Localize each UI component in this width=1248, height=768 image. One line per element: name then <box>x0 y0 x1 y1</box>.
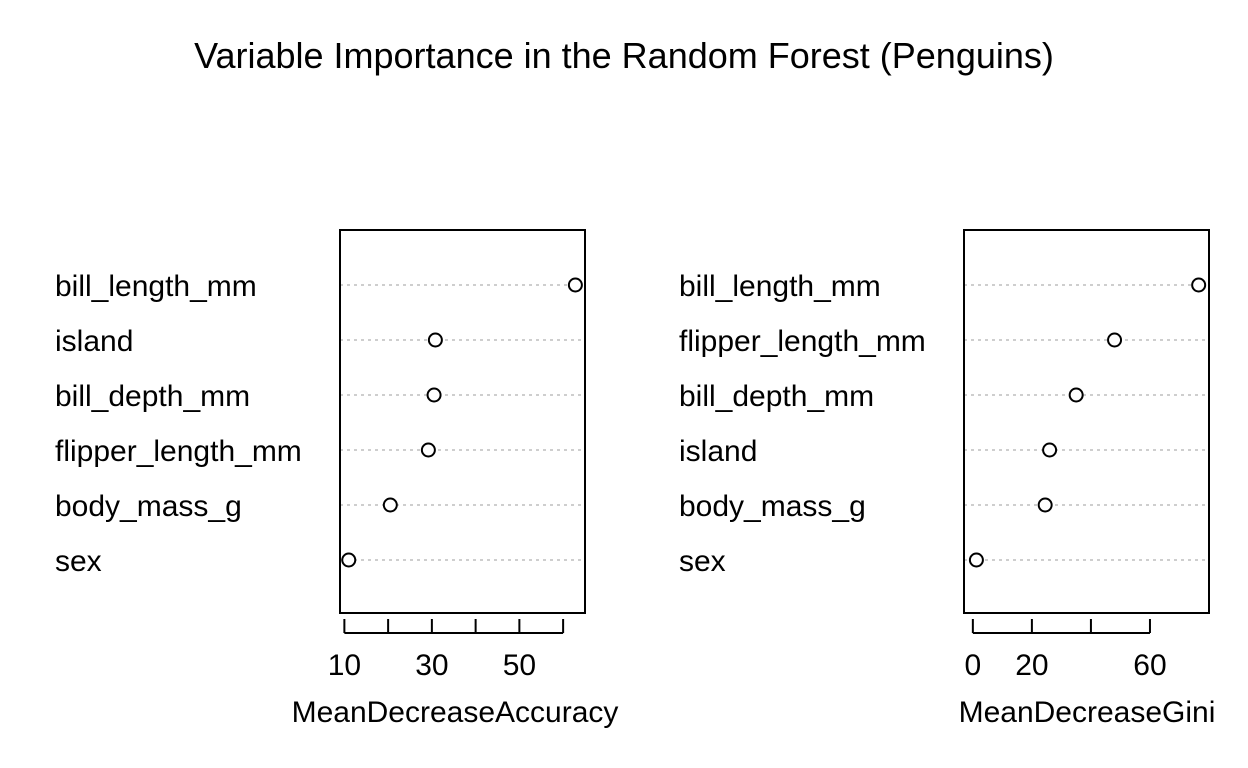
data-point <box>341 552 357 568</box>
x-tick-label: 0 <box>965 649 982 682</box>
row-label: island <box>55 325 133 358</box>
data-point <box>1068 387 1084 403</box>
row-label: bill_depth_mm <box>679 380 874 413</box>
x-tick-label: 50 <box>503 649 536 682</box>
row-label: flipper_length_mm <box>679 325 926 358</box>
row-label: bill_length_mm <box>55 270 257 303</box>
data-point <box>968 552 984 568</box>
row-label: body_mass_g <box>679 490 866 523</box>
panel-mean-decrease-gini: bill_length_mm flipper_length_mm bill_dept… <box>679 229 1216 729</box>
plot-frame <box>963 229 1210 614</box>
plot-frame <box>339 229 586 614</box>
data-point <box>427 332 443 348</box>
row-label: sex <box>679 545 726 578</box>
x-tick-label: 10 <box>328 649 361 682</box>
data-point <box>567 277 583 293</box>
data-point <box>1107 332 1123 348</box>
chart-title: Variable Importance in the Random Forest… <box>194 35 1054 76</box>
row-label: flipper_length_mm <box>55 435 302 468</box>
row-label: island <box>679 435 757 468</box>
data-point <box>382 497 398 513</box>
row-label: bill_depth_mm <box>55 380 250 413</box>
data-point <box>1191 277 1207 293</box>
x-tick-label: 20 <box>1015 649 1048 682</box>
data-point <box>1037 497 1053 513</box>
x-tick-label: 30 <box>415 649 448 682</box>
data-point <box>1042 442 1058 458</box>
x-axis-label: MeanDecreaseAccuracy <box>292 696 619 729</box>
row-label: sex <box>55 545 102 578</box>
data-point <box>426 387 442 403</box>
x-axis-label: MeanDecreaseGini <box>959 696 1216 729</box>
row-label: bill_length_mm <box>679 270 881 303</box>
data-point <box>420 442 436 458</box>
x-tick-label: 60 <box>1133 649 1166 682</box>
row-label: body_mass_g <box>55 490 242 523</box>
